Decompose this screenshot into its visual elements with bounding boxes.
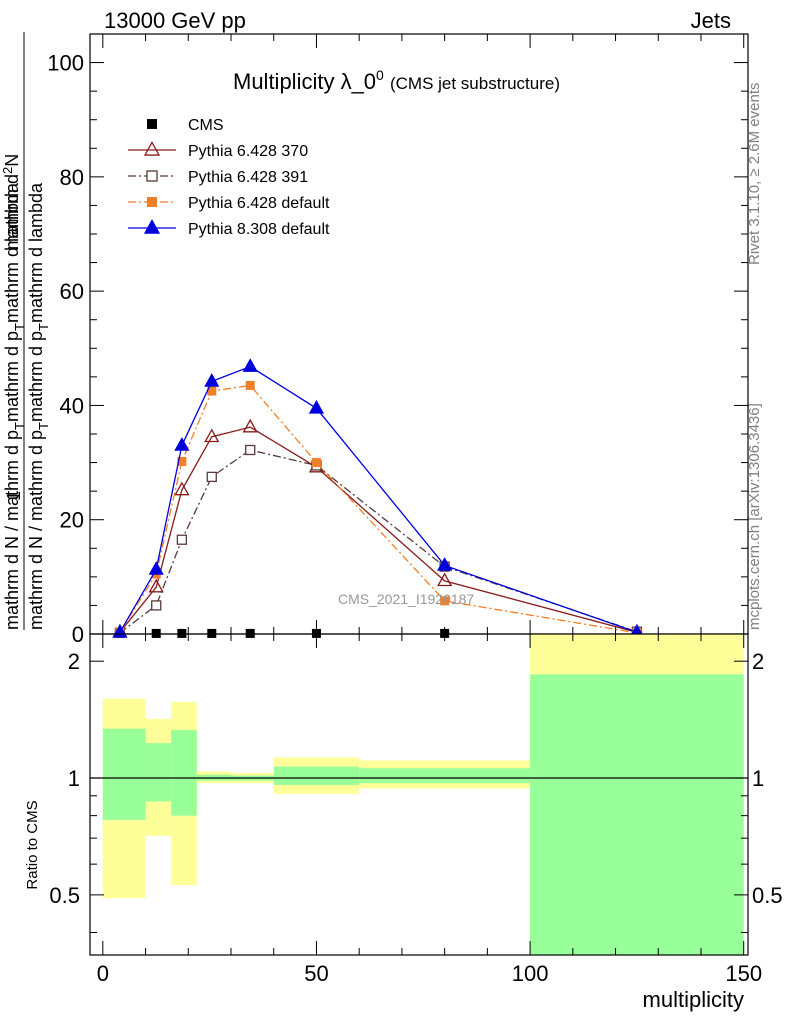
series-point-3: [207, 386, 217, 396]
chart-title-main: Multiplicity λ_0: [233, 69, 376, 94]
y-label-numerator: mathrm d N / mathrm d pTmathrm d pTmathr…: [2, 182, 27, 630]
legend-label-3: Pythia 6.428 default: [188, 195, 330, 212]
y-label-top-numerator: mathrm d2N: [0, 154, 22, 250]
series-point-2: [245, 444, 256, 456]
ratio-ytick-label-left: 1: [68, 766, 80, 791]
main-ytick-label: 0: [72, 622, 84, 647]
ratio-band-green-0: [102, 728, 146, 820]
series-point-3: [311, 458, 321, 468]
chart-title-sup: 0: [376, 67, 384, 83]
ratio-band-green-1: [145, 743, 172, 802]
series-point-2: [206, 471, 217, 483]
legend-marker-4: [143, 219, 161, 234]
series-point-2: [151, 600, 162, 611]
ratio-xtick-label: 50: [304, 961, 328, 986]
ratio-xtick-label: 0: [97, 961, 109, 986]
series-point-3: [177, 456, 187, 466]
header-left: 13000 GeV pp: [104, 8, 246, 33]
series-point-4: [242, 358, 258, 372]
ratio-xtick-label: 150: [725, 961, 762, 986]
ratio-xtick-label: 100: [512, 961, 549, 986]
series-point-4: [437, 557, 453, 571]
series-point-3: [245, 380, 255, 390]
ratio-plot: 0 50 100 150 0.5 0.5 1 1 2 2: [49, 633, 783, 986]
legend-label-4: Pythia 8.308 default: [188, 221, 330, 238]
y-axis-label: 1 mathrm d N / mathrm d pTmathrm d pTmat…: [0, 32, 51, 630]
ratio-ytick-label-right: 2: [752, 649, 764, 674]
legend-label-1: Pythia 6.428 370: [188, 143, 308, 160]
ratio-frame: [89, 633, 749, 956]
series-point-4: [174, 437, 190, 451]
legend-marker-2: [146, 170, 158, 182]
legend-marker-0: [147, 119, 157, 129]
legend-marker-3: [147, 197, 157, 207]
series-point-3: [440, 596, 450, 606]
main-ytick-label: 80: [60, 165, 84, 190]
mcplots-label: mcplots.cern.ch [arXiv:1306.3436]: [746, 403, 763, 630]
series-point-4: [148, 561, 164, 575]
ratio-band-green-2: [171, 729, 197, 816]
series-point-1: [437, 572, 453, 587]
series-point-4: [308, 399, 325, 414]
chart-subtitle: (CMS jet substructure): [390, 74, 560, 93]
series-line-2: [119, 449, 638, 634]
legend-label-0: CMS: [188, 117, 224, 134]
rivet-label: Rivet 3.1.10, ≥ 2.6M events: [746, 83, 763, 266]
series-point-2: [176, 534, 188, 545]
series-2: [114, 444, 643, 639]
ratio-band-green-7: [530, 674, 744, 955]
series-point-1: [242, 418, 258, 433]
main-ytick-label: 40: [60, 393, 84, 418]
series-point-1: [174, 481, 190, 496]
watermark: CMS_2021_I1920187: [338, 591, 474, 607]
legend-marker-1: [143, 141, 161, 156]
legend-label-2: Pythia 6.428 391: [188, 169, 308, 186]
ratio-ytick-label-left: 0.5: [49, 883, 80, 908]
y-label-numerator-one: 1: [4, 491, 24, 501]
ratio-band-green-6: [359, 768, 531, 784]
series-point-1: [204, 428, 220, 443]
series-line-3: [119, 384, 638, 634]
series-point-4: [204, 373, 220, 387]
y-label-top-text: mathrm d N / mathrm d pTmathrm d pTmathr…: [26, 182, 51, 630]
series-point-1: [148, 578, 164, 593]
main-ytick-label: 60: [60, 279, 84, 304]
chart-title: Multiplicity λ_00 (CMS jet substructure): [233, 67, 560, 94]
main-ytick-label: 100: [47, 51, 84, 76]
header-right: Jets: [691, 8, 731, 33]
x-axis-label: multiplicity: [643, 987, 744, 1012]
legend: CMS Pythia 6.428 370 Pythia 6.428 391 Pythi…: [128, 117, 330, 238]
series-line-4: [119, 365, 638, 633]
ratio-ytick-label-right: 1: [752, 766, 764, 791]
ratio-ytick-label-right: 0.5: [752, 883, 783, 908]
ratio-y-label: Ratio to CMS: [24, 800, 41, 889]
main-ytick-label: 20: [60, 508, 84, 533]
ratio-band-green-5: [273, 766, 360, 785]
ratio-ytick-label-left: 2: [68, 649, 80, 674]
